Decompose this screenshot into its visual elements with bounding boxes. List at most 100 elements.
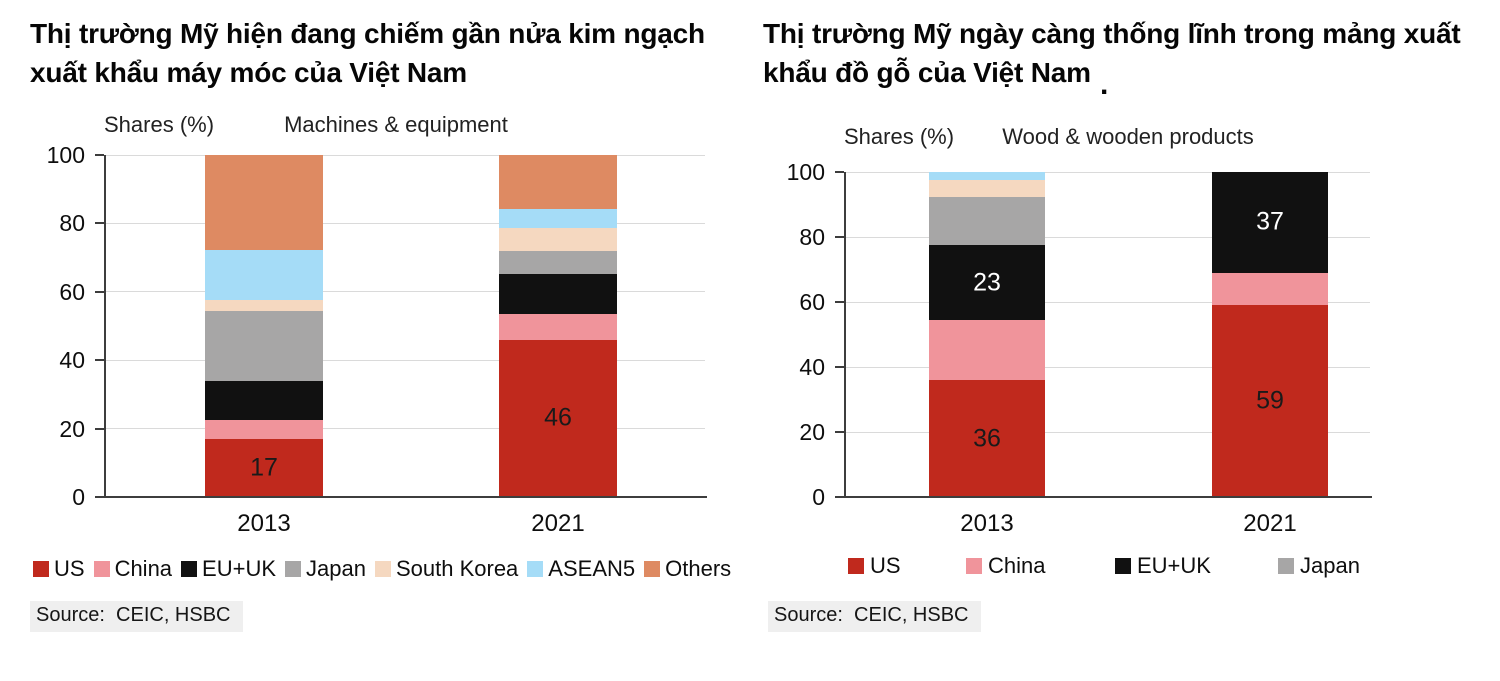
y-tick-mark-60: [835, 301, 844, 303]
gridline-100: [105, 154, 705, 156]
segment-others-2013: [205, 155, 323, 250]
legend-swatch-us: [848, 558, 864, 574]
right-title-period: .: [1100, 68, 1109, 101]
left-chart-title-line2: xuất khẩu máy móc của Việt Nam: [30, 57, 467, 88]
gridline-80: [105, 222, 705, 224]
segment-china-2013: [929, 319, 1045, 380]
legend-label: Others: [665, 556, 732, 581]
left-chart-subtitle: Machines & equipment: [284, 112, 508, 137]
segment-china-2021: [1212, 272, 1328, 306]
left-chart-title-line1: Thị trường Mỹ hiện đang chiếm gần nửa ki…: [30, 18, 705, 49]
gridline-60: [105, 291, 705, 293]
y-tick-label-80: 80: [59, 210, 85, 237]
y-tick-mark-80: [95, 222, 104, 225]
legend-item-china: China: [966, 553, 1045, 579]
segment-southkorea-2013: [205, 299, 323, 312]
legend-swatch-china: [93, 561, 110, 577]
y-tick-mark-20: [95, 427, 104, 430]
data-label-37: 37: [1256, 207, 1284, 236]
legend-item-euuk: EU+UK: [1115, 553, 1211, 579]
legend-swatch-southkorea: [374, 561, 391, 577]
y-tick-label-0: 0: [812, 484, 825, 510]
right-source-note: Source: CEIC, HSBC: [768, 601, 981, 632]
segment-us-2021: [1212, 305, 1328, 497]
legend-label: EU+UK: [1137, 553, 1211, 578]
legend-item-us: US: [33, 556, 85, 582]
legend-item-others: Others: [644, 556, 731, 582]
y-tick-mark-0: [95, 496, 104, 498]
segment-china-2021: [499, 314, 617, 340]
x-axis-line: [105, 496, 707, 498]
y-tick-label-60: 60: [59, 278, 85, 305]
y-tick-mark-100: [835, 171, 844, 173]
y-tick-mark-40: [95, 359, 104, 362]
data-label-23: 23: [973, 268, 1001, 296]
data-label-59: 59: [1256, 386, 1284, 415]
y-tick-label-20: 20: [59, 415, 85, 442]
segment-euuk-2013: [929, 245, 1045, 320]
gridline-40: [845, 366, 1370, 368]
legend-item-china: China: [93, 556, 173, 582]
legend-item-us: US: [848, 553, 901, 579]
data-label-46: 46: [544, 403, 572, 432]
x-label-2021: 2021: [531, 510, 585, 537]
legend-swatch-asean5: [527, 561, 544, 577]
legend-item-japan: Japan: [285, 556, 366, 582]
segment-us-2013: [929, 380, 1045, 497]
legend-item-southkorea: South Korea: [374, 556, 519, 582]
y-tick-mark-100: [95, 154, 104, 156]
legend-item-euuk: EU+UK: [181, 556, 276, 582]
data-label-17: 17: [250, 453, 278, 482]
segment-japan-2021: [499, 250, 617, 274]
y-tick-mark-0: [835, 496, 844, 498]
legend-label: China: [988, 553, 1046, 578]
segment-euuk-2021: [1212, 172, 1328, 273]
segment-euuk-2021: [499, 273, 617, 315]
y-tick-label-100: 100: [786, 159, 825, 185]
y-axis-line: [104, 155, 106, 498]
legend-swatch-japan: [1278, 558, 1294, 574]
segment-us-2013: [205, 438, 323, 497]
gridline-80: [845, 236, 1370, 238]
segment-southkorea-2021: [499, 228, 617, 251]
gridline-40: [105, 359, 705, 361]
gridline-60: [845, 301, 1370, 303]
segment-us-2021: [499, 339, 617, 497]
legend-label: China: [114, 556, 173, 581]
segment-others-2021: [499, 155, 617, 210]
legend-label: ASEAN5: [548, 556, 636, 581]
legend-label: Japan: [306, 556, 366, 581]
x-label-2013: 2013: [960, 510, 1014, 537]
segment-japan-2013: [205, 311, 323, 381]
segment-china-2013: [205, 419, 323, 439]
y-tick-label-40: 40: [59, 347, 85, 374]
legend-label: US: [54, 556, 85, 581]
y-tick-label-100: 100: [46, 142, 85, 168]
right-chart-title-line1: Thị trường Mỹ ngày càng thống lĩnh trong…: [763, 18, 1461, 49]
y-tick-mark-40: [835, 366, 844, 368]
gridline-100: [845, 171, 1370, 173]
legend-swatch-us: [33, 561, 49, 577]
right-chart-title-line2: khẩu đồ gỗ của Việt Nam: [763, 57, 1091, 88]
left-chart-title: Thị trường Mỹ hiện đang chiếm gần nửa ki…: [30, 14, 750, 92]
y-tick-mark-20: [835, 431, 844, 433]
legend-item-japan: Japan: [1278, 553, 1360, 579]
x-label-2013: 2013: [237, 510, 291, 537]
legend-swatch-china: [966, 558, 982, 574]
x-axis-line: [845, 496, 1372, 498]
left-source-note: Source: CEIC, HSBC: [30, 601, 243, 632]
legend-swatch-japan: [285, 561, 302, 577]
legend-item-asean5: ASEAN5: [527, 556, 635, 582]
segment-asean5-2013: [929, 172, 1045, 181]
legend-label: Japan: [1300, 553, 1360, 578]
right-y-axis-title: Shares (%): [844, 124, 955, 149]
y-tick-label-0: 0: [72, 484, 85, 510]
y-tick-mark-60: [95, 290, 104, 293]
legend-swatch-euuk: [1115, 558, 1131, 574]
segment-euuk-2013: [205, 380, 323, 420]
legend-label: South Korea: [395, 556, 519, 581]
y-tick-label-40: 40: [799, 354, 825, 380]
